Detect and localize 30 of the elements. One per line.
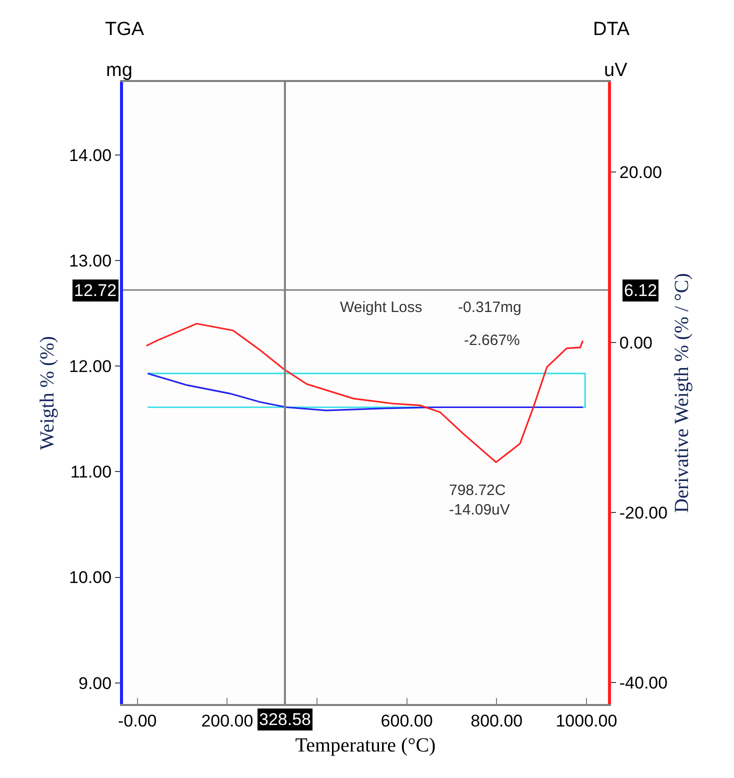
y-tick-label: 13.00 xyxy=(69,251,112,270)
y2-axis-title: Derivative Weigth % (% / °C) xyxy=(671,273,694,513)
x-tick-label: 1000.00 xyxy=(556,711,618,730)
x-tick-label: -0.00 xyxy=(118,711,157,730)
y-axis-title: Weigth % (%) xyxy=(36,336,59,450)
y2-tick-label: -40.00 xyxy=(619,674,668,693)
ref-line-label: 12.72 xyxy=(74,281,117,300)
text: 6.12 xyxy=(624,281,658,300)
y-tick-label: 14.00 xyxy=(69,146,112,165)
text: mg xyxy=(106,60,132,81)
y2-tick-label: 20.00 xyxy=(619,163,662,182)
text: TGA xyxy=(105,19,144,40)
annotation: 798.72C -14.09uV xyxy=(449,482,510,518)
y-tick-label: 9.00 xyxy=(78,674,112,693)
annotation: -2.667% xyxy=(464,332,520,349)
y-tick-label: 10.00 xyxy=(69,568,112,588)
annotation: Weight Loss xyxy=(340,299,422,316)
y-tick-label: 11.00 xyxy=(70,462,112,482)
y-tick-label: 12.00 xyxy=(69,357,112,376)
annotation: -0.317mg xyxy=(458,299,522,316)
x-tick-label: 800.00 xyxy=(470,711,523,730)
y2-tick-label: 0.00 xyxy=(619,333,652,352)
y2-tick-label: -20.00 xyxy=(619,504,668,522)
text: DTA xyxy=(593,19,630,40)
x-tick-label: 600.00 xyxy=(380,711,433,730)
text: uV xyxy=(604,60,628,81)
x-axis-title: Temperature (°C) xyxy=(295,734,436,756)
x-tick-label: 200.00 xyxy=(201,711,254,730)
ref-line-label: 328.58 xyxy=(259,710,311,729)
line-series xyxy=(146,322,584,464)
